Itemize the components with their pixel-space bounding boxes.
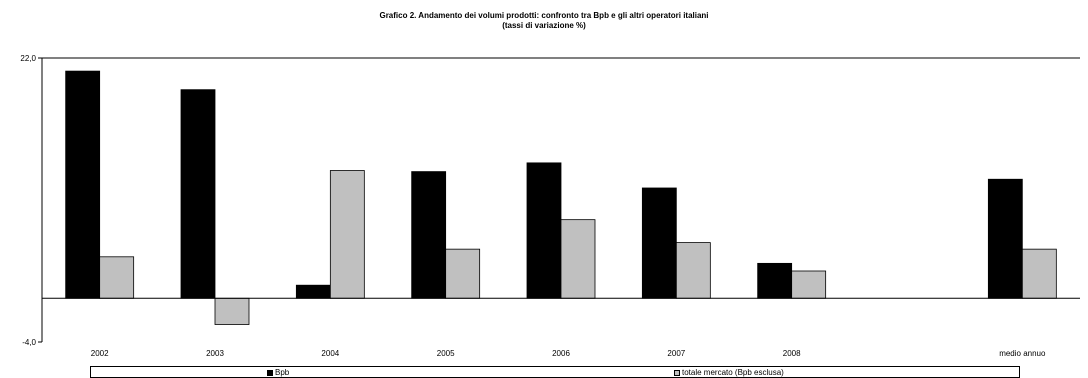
bar-totale-mercato-2002 xyxy=(99,256,135,299)
legend-label-bpb: Bpb xyxy=(275,368,290,377)
bar-bpb-2007 xyxy=(641,187,677,299)
bar-bpb-2006 xyxy=(526,162,562,299)
y-tick-label-min: -4,0 xyxy=(22,338,36,347)
bar-bpb-2003 xyxy=(180,89,216,299)
legend-swatch-totale-mercato xyxy=(674,370,680,376)
bar-bpb-2004 xyxy=(295,284,331,299)
legend: Bpb totale mercato (Bpb esclusa) xyxy=(90,366,1020,378)
bar-bpb-2008 xyxy=(757,262,793,299)
chart-title-line-2: (tassi di variazione %) xyxy=(502,21,586,30)
bar-bpb-medio-annuo xyxy=(987,178,1023,299)
x-tick-label-2004: 2004 xyxy=(321,349,339,358)
bar-totale-mercato-2003 xyxy=(214,297,250,325)
bar-totale-mercato-2004 xyxy=(329,170,365,299)
x-tick-label-2005: 2005 xyxy=(437,349,455,358)
bar-totale-mercato-2006 xyxy=(560,219,596,299)
x-axis-tick-labels: 2002 2003 2004 2005 2006 2007 2008 medio annuo xyxy=(91,349,1046,358)
y-tick-label-max: 22,0 xyxy=(20,54,36,63)
legend-label-totale-mercato: totale mercato (Bpb esclusa) xyxy=(682,368,784,377)
x-tick-label-2007: 2007 xyxy=(667,349,685,358)
legend-swatch-bpb xyxy=(267,370,273,376)
bar-totale-mercato-medio-annuo xyxy=(1021,248,1057,299)
bar-bpb-2005 xyxy=(411,171,447,299)
bar-bpb-2002 xyxy=(65,70,101,299)
x-tick-label-2008: 2008 xyxy=(783,349,801,358)
bar-totale-mercato-2007 xyxy=(675,242,711,299)
chart-title-line-1: Grafico 2. Andamento dei volumi prodotti… xyxy=(379,11,709,20)
chart-title: Grafico 2. Andamento dei volumi prodotti… xyxy=(0,11,1088,31)
x-tick-label-2003: 2003 xyxy=(206,349,224,358)
bar-totale-mercato-2008 xyxy=(791,270,827,299)
x-tick-label-2002: 2002 xyxy=(91,349,109,358)
x-tick-label-medio-annuo: medio annuo xyxy=(999,349,1046,358)
bar-totale-mercato-2005 xyxy=(445,248,481,299)
x-tick-label-2006: 2006 xyxy=(552,349,570,358)
bars-group xyxy=(65,70,1057,325)
